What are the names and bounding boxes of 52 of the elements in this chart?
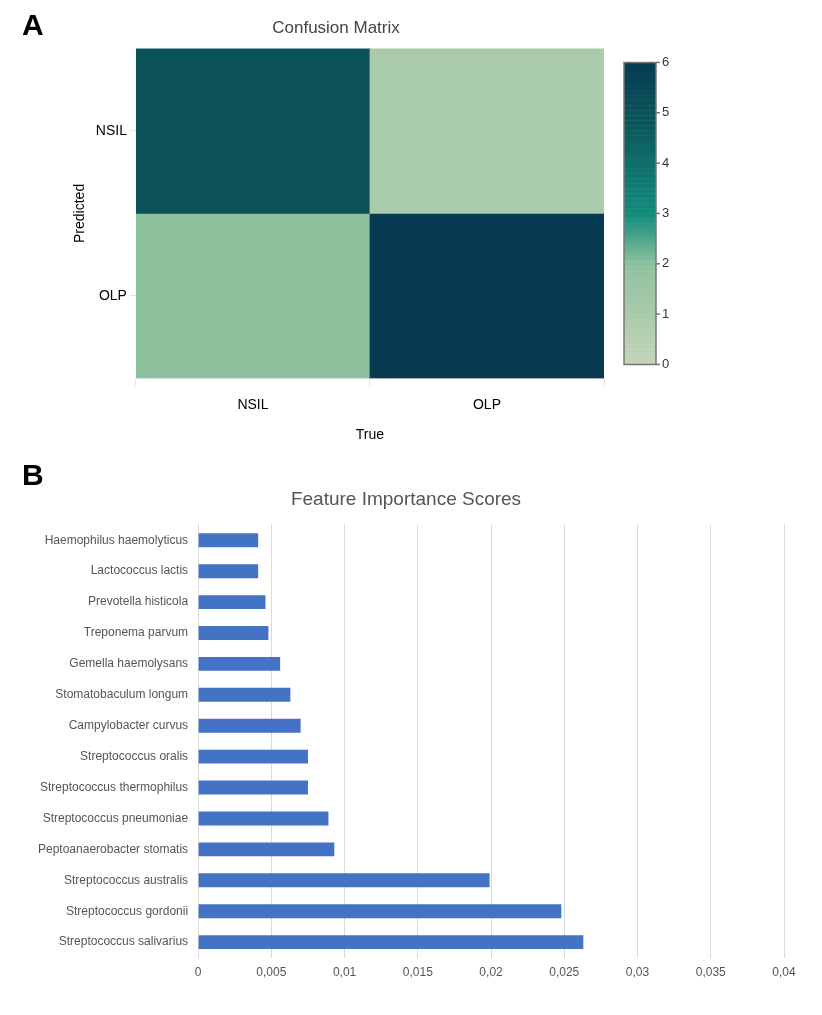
y-tick-label: NSIL <box>95 121 128 138</box>
bar <box>198 718 301 733</box>
color-bar-label: 5 <box>662 104 670 120</box>
color-bar-label: 6 <box>662 53 670 69</box>
x-tick-label: 0,035 <box>695 965 727 980</box>
y-tick-label: Stomatobaculum longum <box>55 687 189 702</box>
chart-title: Confusion Matrix <box>272 17 401 37</box>
bar <box>198 533 259 548</box>
text: B <box>22 458 44 492</box>
y-tick-label: Treponema parvum <box>83 625 189 640</box>
x-tick-label: 0,005 <box>256 965 287 980</box>
y-tick-label: Haemophilus haemolyticus <box>44 532 189 547</box>
color-bar-label: 2 <box>662 255 670 271</box>
bar <box>198 811 329 826</box>
y-tick-label: Streptococcus pneumoniae <box>42 810 189 825</box>
chart-title: Feature Importance Scores <box>290 487 522 509</box>
bar <box>198 780 308 795</box>
text: A <box>22 8 44 42</box>
y-tick-label: Streptococcus australis <box>64 872 189 887</box>
color-bar-label: 0 <box>662 355 670 371</box>
bar <box>198 749 308 764</box>
y-tick-label: Streptococcus oralis <box>80 748 189 763</box>
color-bar-label: 3 <box>662 204 670 220</box>
y-tick-label: Streptococcus thermophilus <box>40 779 189 794</box>
color-bar-label: 4 <box>662 154 670 170</box>
y-tick-label: Campylobacter curvus <box>68 718 189 733</box>
y-tick-label: Prevotella histicola <box>88 594 189 609</box>
x-tick-label: 0,025 <box>549 965 580 980</box>
x-tick-label: 0 <box>194 965 202 980</box>
x-tick-label: 0,01 <box>332 965 357 980</box>
bar <box>198 626 269 640</box>
x-tick-label: 0,015 <box>402 965 434 980</box>
y-tick-label: OLP <box>98 286 127 303</box>
y-tick-label: Streptococcus gordonii <box>66 903 189 918</box>
y-tick-label: Gemella haemolysans <box>69 656 189 671</box>
bar <box>198 842 335 857</box>
x-tick-label: 0,02 <box>479 965 504 980</box>
x-tick-label: 0,03 <box>625 965 650 980</box>
bar <box>198 904 562 919</box>
bar <box>198 935 584 950</box>
bar <box>198 656 281 671</box>
bar <box>198 687 291 702</box>
bar <box>198 595 266 610</box>
color-bar-label: 1 <box>662 305 670 321</box>
bar <box>198 873 490 888</box>
y-tick-label: Lactococcus lactis <box>90 563 189 578</box>
x-axis-title: True <box>355 426 385 443</box>
y-tick-label: Streptococcus salivarius <box>58 934 189 949</box>
y-tick-label: Peptoanaerobacter stomatis <box>37 841 189 856</box>
bar <box>198 564 259 579</box>
x-tick-label: 0,04 <box>772 965 796 980</box>
y-axis-title: Predicted <box>71 183 88 243</box>
